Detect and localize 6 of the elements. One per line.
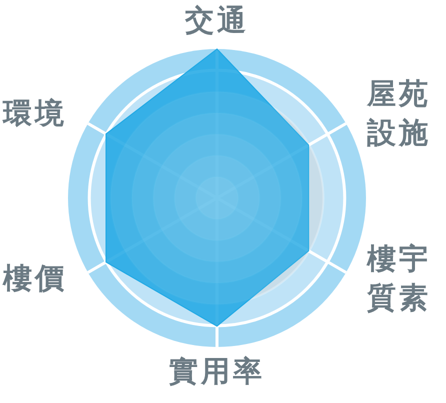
spoke-label: 屋苑設施 bbox=[366, 76, 431, 150]
spoke-label: 環境 bbox=[2, 96, 68, 130]
spoke-label: 交通 bbox=[184, 3, 249, 38]
spoke-label: 實用率 bbox=[169, 354, 265, 388]
spoke-label: 樓價 bbox=[2, 261, 68, 296]
spoke-label: 樓宇質素 bbox=[366, 242, 431, 315]
